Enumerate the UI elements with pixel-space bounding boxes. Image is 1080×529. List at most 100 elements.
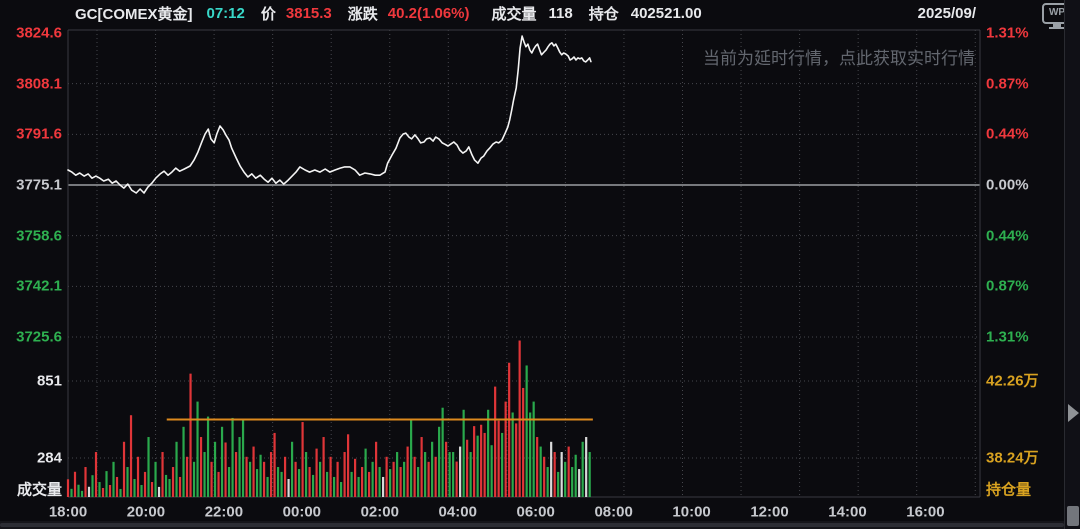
volume-bar	[185, 456, 189, 497]
volume-bar	[455, 461, 458, 497]
volume-bar	[346, 434, 350, 497]
volume-bar	[252, 446, 255, 497]
volume-bar	[420, 437, 423, 497]
volume-bar	[318, 461, 322, 497]
volume-bar	[241, 419, 245, 497]
volume-bar	[413, 456, 416, 497]
volume-bar	[339, 482, 343, 497]
volume-bar	[353, 458, 357, 497]
volume-bar	[364, 448, 367, 497]
volume-bar	[150, 482, 154, 497]
volume-bar	[178, 476, 182, 497]
volume-value: 118	[548, 4, 573, 22]
time-axis-label: 12:00	[750, 503, 789, 521]
volume-bar	[550, 441, 553, 497]
volume-bar	[287, 479, 290, 497]
time-axis-label: 18:00	[48, 503, 88, 521]
delayed-quote-notice-link[interactable]: 当前为延时行情，点此获取实时行情	[703, 49, 975, 68]
volume-axis-label: 284	[36, 449, 62, 467]
volume-bar	[441, 407, 444, 497]
volume-bar	[161, 452, 164, 497]
volume-bar	[438, 426, 441, 497]
volume-bar	[476, 435, 479, 497]
volume-bar	[469, 452, 472, 497]
time-axis-label: 02:00	[360, 503, 399, 521]
volume-bar	[217, 471, 220, 497]
volume-bar	[297, 469, 301, 497]
volume-bar	[522, 387, 525, 497]
volume-bar	[494, 386, 497, 497]
volume-bar	[199, 437, 203, 497]
volume-bar	[375, 441, 378, 497]
side-panel-strip	[1064, 0, 1080, 529]
time-axis-label: 14:00	[828, 503, 867, 521]
volume-bar	[473, 426, 476, 497]
volume-bar	[368, 471, 371, 497]
volume-bar	[192, 461, 196, 497]
volume-bar	[571, 467, 574, 497]
price-axis-label: 3758.6	[16, 227, 62, 245]
volume-bar	[588, 452, 591, 497]
volume-bar	[101, 488, 105, 497]
pct-axis-label: 0.87%	[986, 277, 1029, 295]
price-axis-label: 3824.6	[16, 24, 62, 42]
volume-bar	[445, 441, 448, 497]
change-label: 涨跌	[347, 5, 378, 23]
oi-axis-label: 38.24万	[986, 449, 1039, 467]
pct-axis-label: 1.31%	[986, 328, 1029, 346]
expand-side-panel-arrow-icon[interactable]	[1068, 404, 1079, 422]
volume-bar	[276, 467, 280, 497]
volume-bar	[273, 432, 276, 497]
volume-bar	[129, 415, 133, 497]
volume-bar	[213, 441, 217, 497]
volume-bar	[427, 461, 430, 497]
volume-bar	[224, 442, 227, 497]
volume-bar	[511, 412, 514, 497]
scrollbar-corner-handle[interactable]	[1067, 506, 1079, 526]
volume-label: 成交量	[491, 5, 537, 23]
wp-monitor-base	[1049, 27, 1065, 29]
volume-bar	[480, 424, 483, 497]
price-axis-label: 3808.1	[16, 75, 62, 93]
volume-bar	[332, 476, 336, 497]
volume-bar	[66, 479, 70, 497]
volume-bar	[410, 419, 413, 497]
time-axis-label: 04:00	[438, 503, 477, 521]
volume-bar	[98, 482, 101, 497]
volume-bar	[350, 471, 353, 497]
volume-bar	[396, 452, 399, 497]
open-interest-label: 持仓	[588, 5, 619, 23]
volume-bar	[385, 456, 388, 497]
price-axis-label: 3791.6	[16, 125, 62, 143]
volume-bar	[108, 485, 112, 497]
volume-bar	[417, 467, 420, 497]
pct-axis-label: 0.00%	[986, 176, 1029, 194]
volume-bar	[171, 467, 175, 497]
volume-bar	[389, 469, 392, 497]
volume-bar	[553, 452, 556, 497]
volume-bar	[210, 461, 213, 497]
price-axis-label: 3742.1	[16, 277, 62, 295]
volume-bar	[154, 461, 157, 497]
volume-bar	[77, 484, 80, 497]
volume-bar	[238, 437, 241, 497]
volume-bar	[574, 454, 577, 497]
horizontal-scrollbar-thumb[interactable]	[0, 523, 1064, 527]
volume-bar	[140, 485, 143, 497]
volume-bar	[168, 479, 171, 497]
volume-bar	[70, 488, 73, 497]
pct-axis-label: 0.44%	[986, 125, 1029, 143]
volume-bar	[315, 448, 318, 497]
volume-bar	[227, 467, 231, 497]
volume-bar	[126, 467, 129, 497]
volume-bar	[585, 437, 588, 497]
volume-bar	[462, 409, 465, 497]
change-value: 40.2(1.06%)	[387, 4, 470, 22]
horizontal-scrollbar[interactable]	[0, 521, 1064, 529]
volume-bar	[361, 467, 364, 497]
time-axis-label: 20:00	[126, 503, 166, 521]
volume-bar	[234, 452, 238, 497]
volume-bar	[543, 456, 546, 497]
